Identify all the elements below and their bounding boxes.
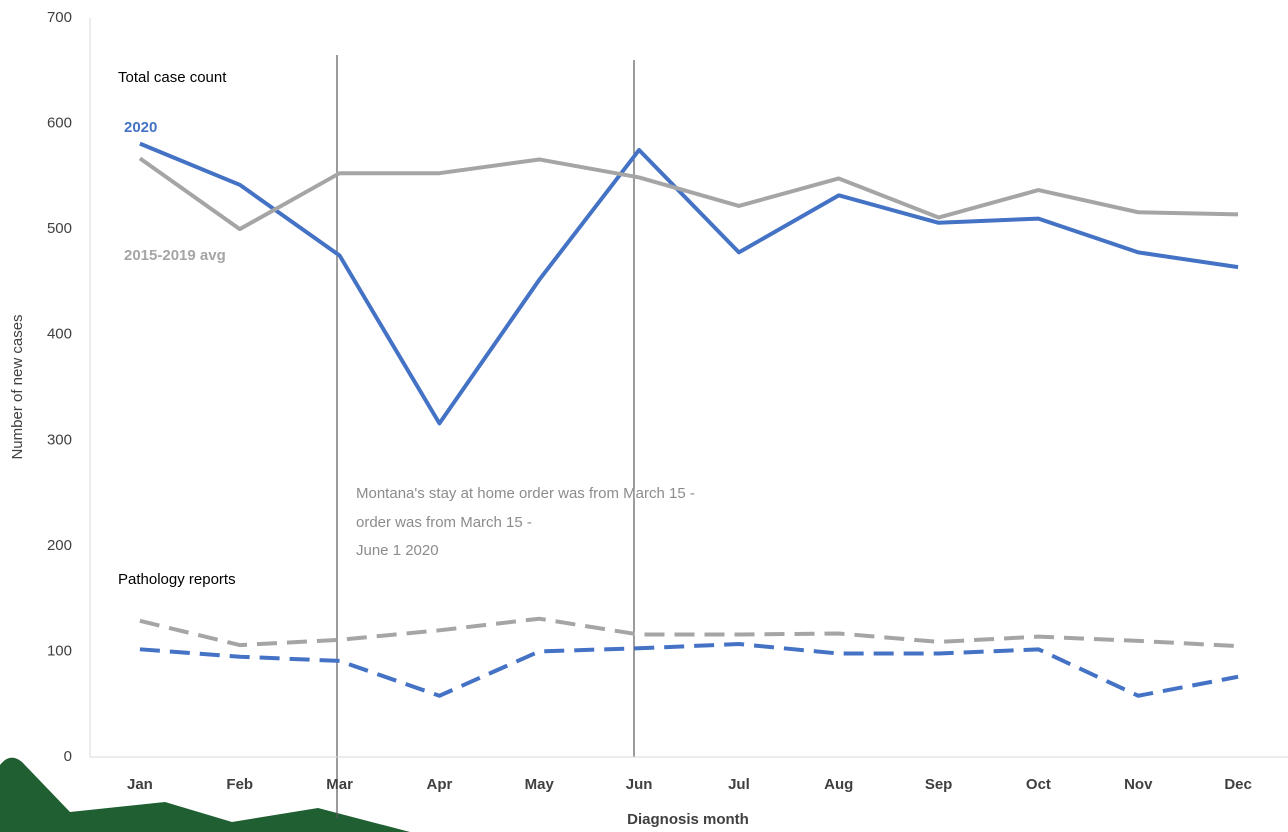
series-label: 2015-2019 avg [124,247,226,264]
x-tick-label: Mar [326,776,353,793]
x-tick-label: Jun [626,776,653,793]
x-tick-label: Dec [1224,776,1252,793]
y-tick-label: 500 [47,220,72,237]
series-label: 2020 [124,119,157,136]
note: June 1 2020 [356,542,439,559]
x-tick-label: Nov [1124,776,1153,793]
x-tick-label: Aug [824,776,853,793]
series-line [140,644,1238,696]
series-line [140,619,1238,646]
x-tick-label: May [525,776,555,793]
section-label: Pathology reports [118,571,236,588]
y-tick-label: 0 [64,748,72,765]
x-tick-label: Apr [426,776,452,793]
y-axis-title: Number of new cases [9,314,26,459]
section-label: Total case count [118,69,227,86]
x-tick-label: Jan [127,776,153,793]
x-tick-label: Jul [728,776,750,793]
y-tick-label: 100 [47,642,72,659]
note: Montana's stay at home order was from Ma… [356,485,695,502]
x-tick-label: Feb [226,776,253,793]
note: order was from March 15 - [356,514,532,531]
y-tick-label: 300 [47,431,72,448]
x-tick-label: Oct [1026,776,1051,793]
x-axis-title: Diagnosis month [627,811,749,828]
decoration [0,758,410,832]
y-tick-label: 200 [47,537,72,554]
y-tick-label: 600 [47,115,72,132]
x-tick-label: Sep [925,776,953,793]
y-tick-label: 700 [47,9,72,26]
series-line [140,144,1238,424]
series-line [140,158,1238,229]
y-tick-label: 400 [47,326,72,343]
chart: Total case count Pathology reports Monta… [0,0,1288,832]
